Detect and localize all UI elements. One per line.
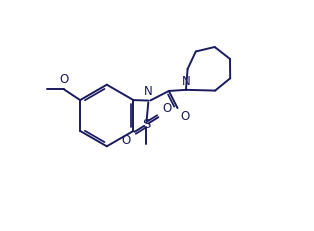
- Text: O: O: [59, 73, 68, 86]
- Text: S: S: [142, 118, 151, 131]
- Text: O: O: [162, 102, 172, 115]
- Text: O: O: [121, 134, 131, 147]
- Text: N: N: [181, 75, 190, 88]
- Text: O: O: [180, 110, 190, 123]
- Text: N: N: [144, 85, 153, 98]
